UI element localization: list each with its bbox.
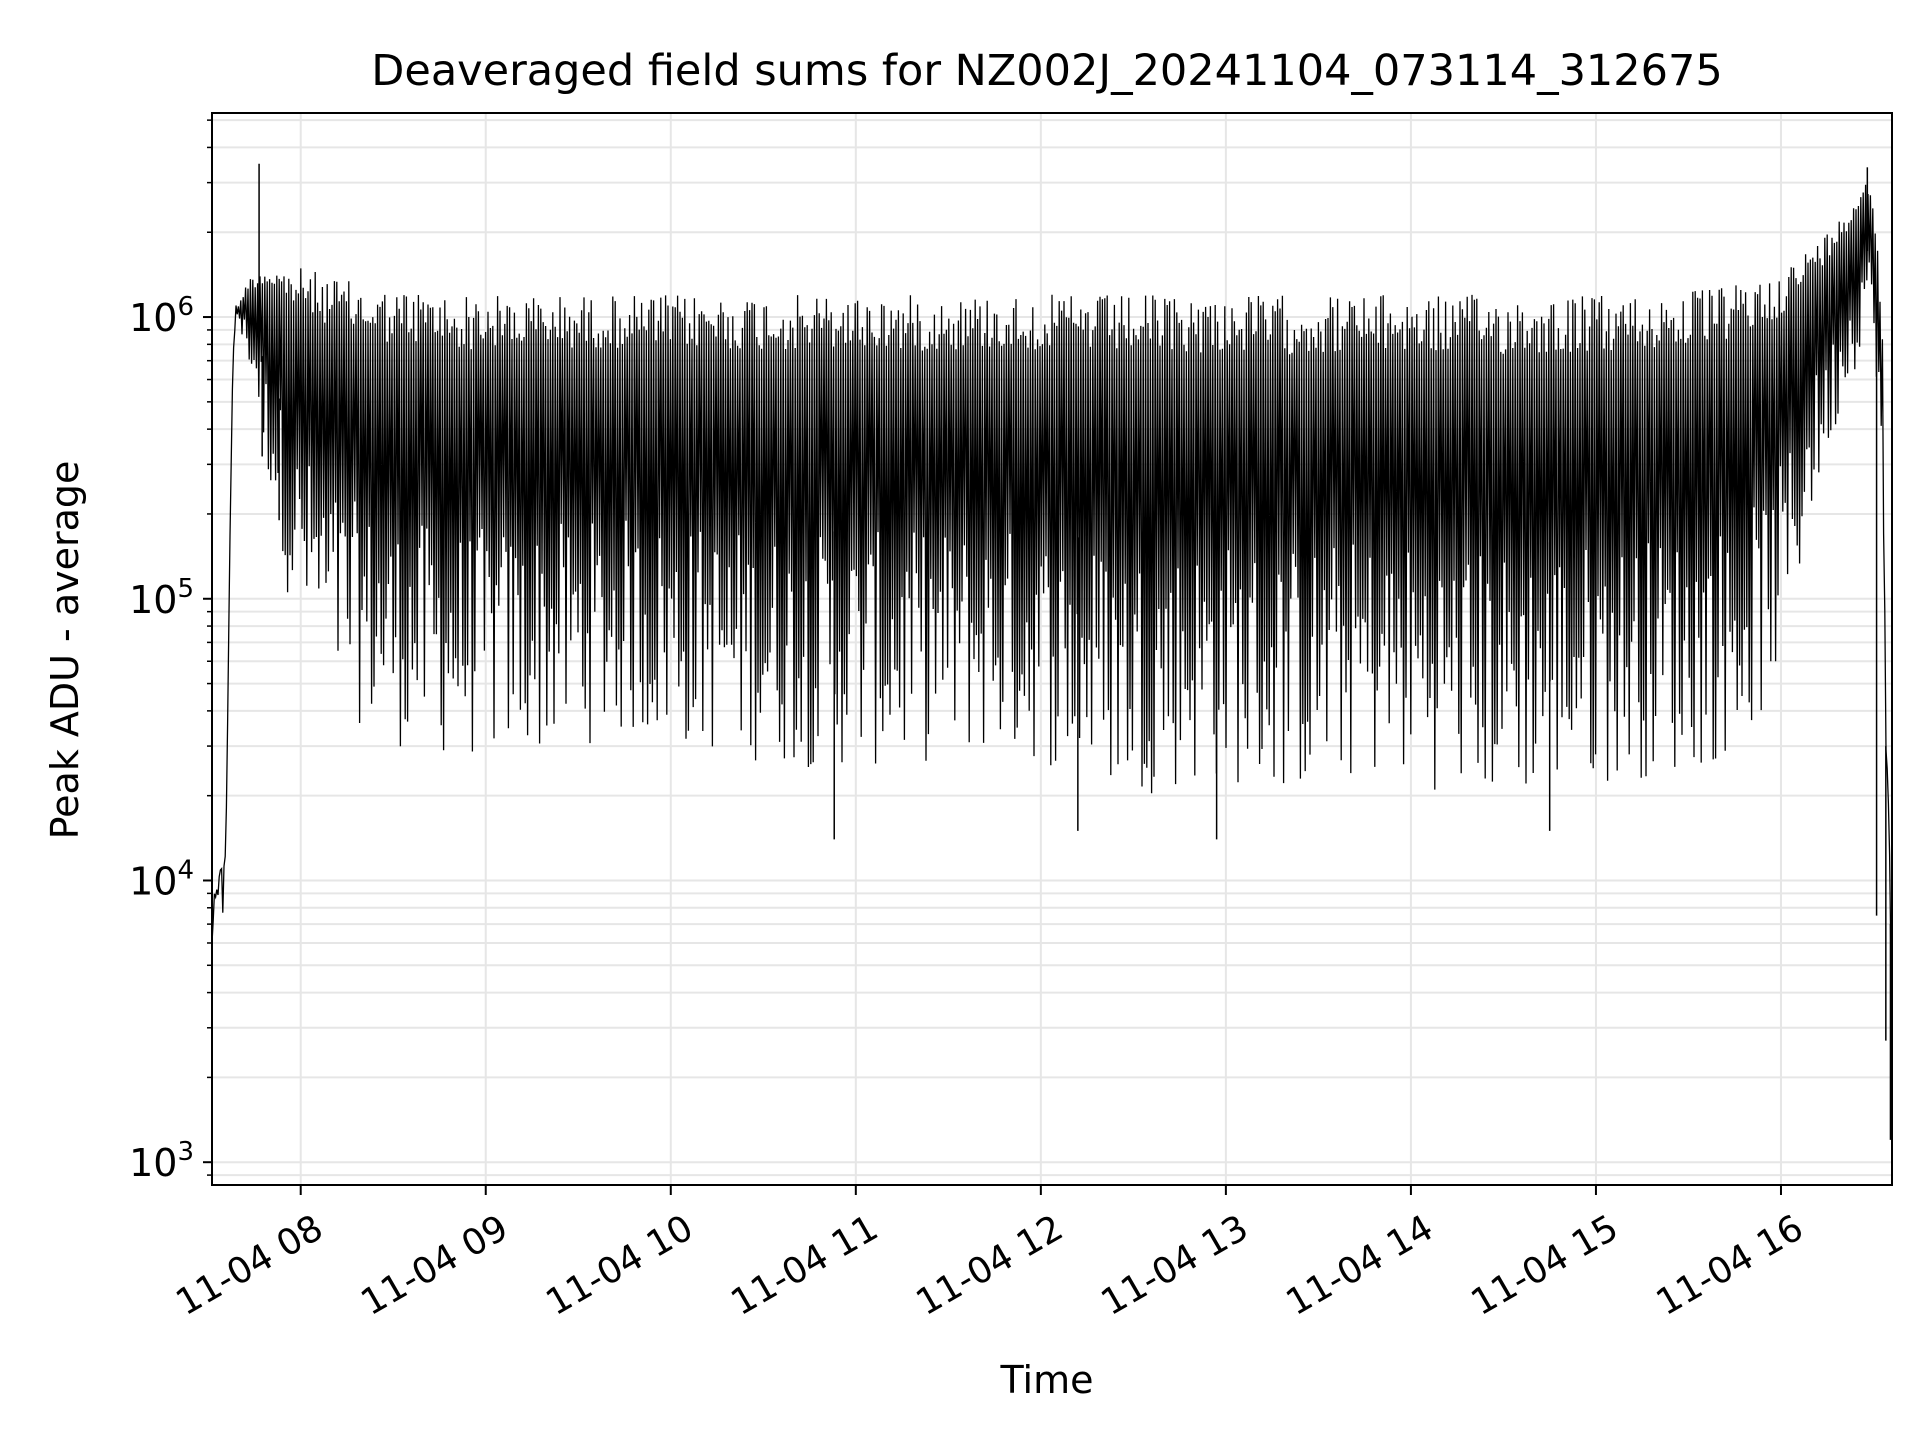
series-path — [211, 184, 1893, 1051]
y-tick-base: 10 — [129, 296, 177, 340]
y-axis-minor-ticks — [207, 119, 212, 1176]
y-tick-exponent: 6 — [177, 292, 194, 322]
y-tick-base: 10 — [129, 859, 177, 903]
y-tick-exponent: 5 — [177, 574, 194, 604]
plot-frame — [211, 112, 1893, 1186]
chart-title: Deaveraged field sums for NZ002J_2024110… — [371, 46, 1722, 96]
y-tick-label: 103 — [129, 1137, 194, 1185]
y-axis-label: Peak ADU - average — [43, 461, 87, 840]
data-series-line — [211, 163, 1893, 1140]
x-axis-label: Time — [1000, 1358, 1094, 1402]
grid-x — [299, 113, 1782, 1185]
y-tick-exponent: 4 — [177, 855, 194, 885]
y-tick-label: 106 — [129, 292, 194, 340]
y-tick-label: 104 — [129, 855, 194, 903]
y-tick-base: 10 — [129, 578, 177, 622]
y-tick-exponent: 3 — [177, 1137, 194, 1167]
y-tick-base: 10 — [129, 1141, 177, 1185]
y-tick-label: 105 — [129, 574, 194, 622]
